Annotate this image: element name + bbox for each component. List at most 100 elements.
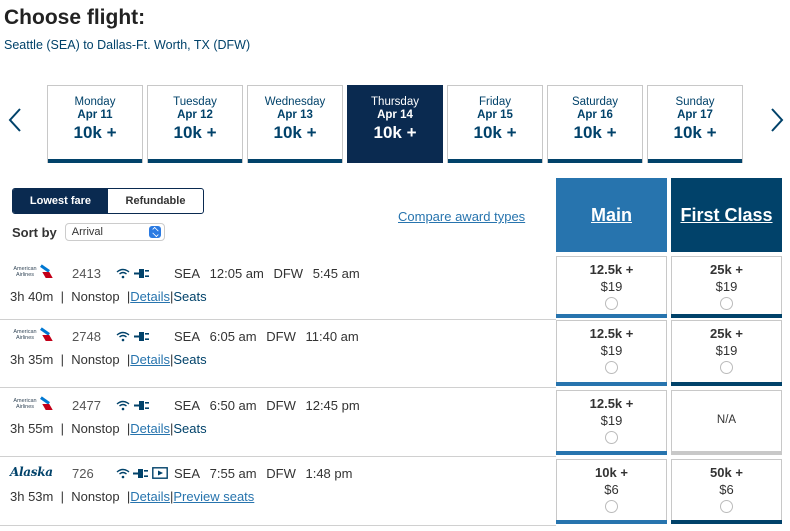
fare-radio[interactable] [720, 297, 733, 310]
fare-price: $19 [600, 279, 623, 294]
date-tab-monday[interactable]: Monday Apr 11 10k + [47, 85, 143, 163]
preview-seats-link[interactable]: Preview seats [173, 489, 255, 504]
power-icon [134, 268, 149, 278]
next-dates-button[interactable] [766, 106, 786, 134]
fare-radio[interactable] [720, 500, 733, 513]
fare-price: $19 [715, 279, 738, 294]
wifi-icon [116, 268, 130, 278]
flight-number: 2748 [72, 328, 101, 344]
details-link[interactable]: Details [130, 289, 170, 304]
day-date: Apr 15 [477, 109, 513, 121]
sort-by-label: Sort by [12, 224, 57, 240]
date-tab-wednesday[interactable]: Wednesday Apr 13 10k + [247, 85, 343, 163]
fare-points: 12.5k + [589, 262, 634, 277]
day-name: Sunday [675, 96, 715, 108]
first-class-header[interactable]: First Class [671, 178, 782, 252]
main-fare-cell[interactable]: 12.5k + $19 [556, 390, 667, 455]
american-airlines-logo: American Airlines [10, 327, 62, 344]
seats-link[interactable]: Seats [173, 421, 207, 436]
not-available-text: N/A [716, 414, 737, 426]
fare-price: $19 [600, 413, 623, 428]
fare-price: $6 [719, 482, 734, 497]
arrive-airport: DFW [273, 265, 304, 281]
main-fare-cell[interactable]: 12.5k + $19 [556, 256, 667, 318]
main-cabin-header[interactable]: Main [556, 178, 667, 252]
day-name: Friday [479, 96, 511, 108]
stops: Nonstop [71, 352, 120, 367]
first-fare-cell[interactable]: 50k + $6 [671, 459, 782, 524]
fare-points: 25k + [710, 326, 743, 341]
page-title: Choose flight: [4, 6, 146, 29]
sort-select[interactable]: Arrival [64, 223, 165, 241]
depart-time: 6:05 am [209, 328, 257, 344]
date-tab-tuesday[interactable]: Tuesday Apr 12 10k + [147, 85, 243, 163]
date-tab-thursday[interactable]: Thursday Apr 14 10k + [347, 85, 443, 163]
power-icon [133, 468, 148, 478]
flight-number: 2477 [72, 397, 101, 413]
fare-points: 12.5k + [589, 396, 634, 411]
date-tab-friday[interactable]: Friday Apr 15 10k + [447, 85, 543, 163]
fare-radio[interactable] [720, 361, 733, 374]
wifi-icon [116, 400, 130, 410]
date-tab-sunday[interactable]: Sunday Apr 17 10k + [647, 85, 743, 163]
day-date: Apr 16 [577, 109, 613, 121]
day-price: 10k + [273, 123, 317, 142]
day-date: Apr 13 [277, 109, 313, 121]
previous-dates-button[interactable] [6, 106, 26, 134]
fare-radio[interactable] [605, 361, 618, 374]
chevron-right-icon [771, 108, 784, 132]
day-price: 10k + [573, 123, 617, 142]
route-subtitle: Seattle (SEA) to Dallas-Ft. Worth, TX (D… [4, 38, 251, 52]
arrive-time: 1:48 pm [305, 465, 353, 481]
fare-type-toggle: Lowest fare Refundable [12, 188, 204, 214]
sort-select-value: Arrival [71, 226, 103, 238]
first-fare-cell[interactable]: 25k + $19 [671, 320, 782, 386]
fare-radio[interactable] [605, 431, 618, 444]
fare-points: 12.5k + [589, 326, 634, 341]
fare-radio[interactable] [605, 297, 618, 310]
video-icon [152, 467, 168, 479]
stops: Nonstop [71, 421, 120, 436]
details-link[interactable]: Details [130, 352, 170, 367]
details-link[interactable]: Details [130, 421, 170, 436]
depart-time: 7:55 am [209, 465, 257, 481]
main-fare-cell[interactable]: 10k + $6 [556, 459, 667, 524]
day-name: Tuesday [173, 96, 217, 108]
power-icon [134, 400, 149, 410]
main-fare-cell[interactable]: 12.5k + $19 [556, 320, 667, 386]
day-price: 10k + [673, 123, 717, 142]
day-price: 10k + [373, 123, 417, 142]
depart-time: 12:05 am [209, 265, 264, 281]
american-airlines-logo: American Airlines [10, 264, 62, 281]
date-selector: Monday Apr 11 10k + Tuesday Apr 12 10k +… [47, 85, 743, 163]
seats-link[interactable]: Seats [173, 352, 207, 367]
details-link[interactable]: Details [130, 489, 170, 504]
day-date: Apr 12 [177, 109, 213, 121]
lowest-fare-option[interactable]: Lowest fare [13, 189, 108, 213]
first-fare-cell[interactable]: 25k + $19 [671, 256, 782, 318]
day-date: Apr 17 [677, 109, 713, 121]
fare-price: $19 [600, 343, 623, 358]
day-name: Monday [74, 96, 116, 108]
arrive-airport: DFW [266, 328, 296, 344]
date-tab-saturday[interactable]: Saturday Apr 16 10k + [547, 85, 643, 163]
first-fare-cell-unavailable: N/A [671, 390, 782, 455]
arrive-time: 11:40 am [305, 328, 359, 344]
day-name: Thursday [371, 96, 419, 108]
day-name: Wednesday [264, 96, 326, 108]
refundable-option[interactable]: Refundable [125, 195, 186, 207]
fare-radio[interactable] [605, 500, 618, 513]
power-icon [134, 331, 149, 341]
fare-points: 50k + [710, 465, 743, 480]
day-date: Apr 11 [77, 109, 113, 121]
duration: 3h 53m [10, 489, 54, 504]
seats-link[interactable]: Seats [173, 289, 207, 304]
depart-airport: SEA [174, 328, 201, 344]
depart-time: 6:50 am [209, 397, 257, 413]
arrive-airport: DFW [266, 465, 296, 481]
depart-airport: SEA [174, 265, 201, 281]
flight-row: Alaska 726 SEA 7:55 am DFW 1:48 pm 3h 53… [0, 459, 790, 526]
select-arrows-icon [148, 226, 161, 238]
flight-row: American Airlines 2748 SEA 6:05 am DFW 11… [0, 320, 790, 388]
compare-award-types-link[interactable]: Compare award types [398, 209, 526, 224]
